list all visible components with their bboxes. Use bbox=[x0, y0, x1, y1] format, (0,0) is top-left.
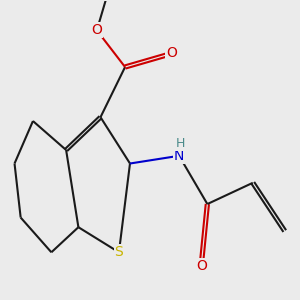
Text: N: N bbox=[174, 149, 184, 163]
Text: S: S bbox=[115, 245, 123, 259]
Text: H: H bbox=[176, 137, 185, 150]
Text: O: O bbox=[92, 23, 102, 37]
Text: O: O bbox=[166, 46, 177, 61]
Text: O: O bbox=[196, 259, 207, 273]
